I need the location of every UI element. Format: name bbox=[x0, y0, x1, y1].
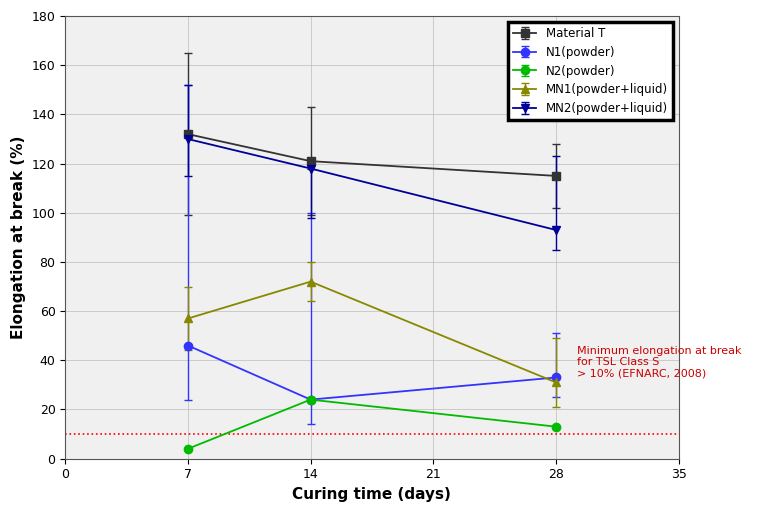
Legend: Material T, N1(powder), N2(powder), MN1(powder+liquid), MN2(powder+liquid): Material T, N1(powder), N2(powder), MN1(… bbox=[508, 22, 673, 120]
Text: Minimum elongation at break
for TSL Class S
> 10% (EFNARC, 2008): Minimum elongation at break for TSL Clas… bbox=[577, 346, 741, 379]
Y-axis label: Elongation at break (%): Elongation at break (%) bbox=[11, 135, 26, 339]
X-axis label: Curing time (days): Curing time (days) bbox=[292, 487, 451, 502]
